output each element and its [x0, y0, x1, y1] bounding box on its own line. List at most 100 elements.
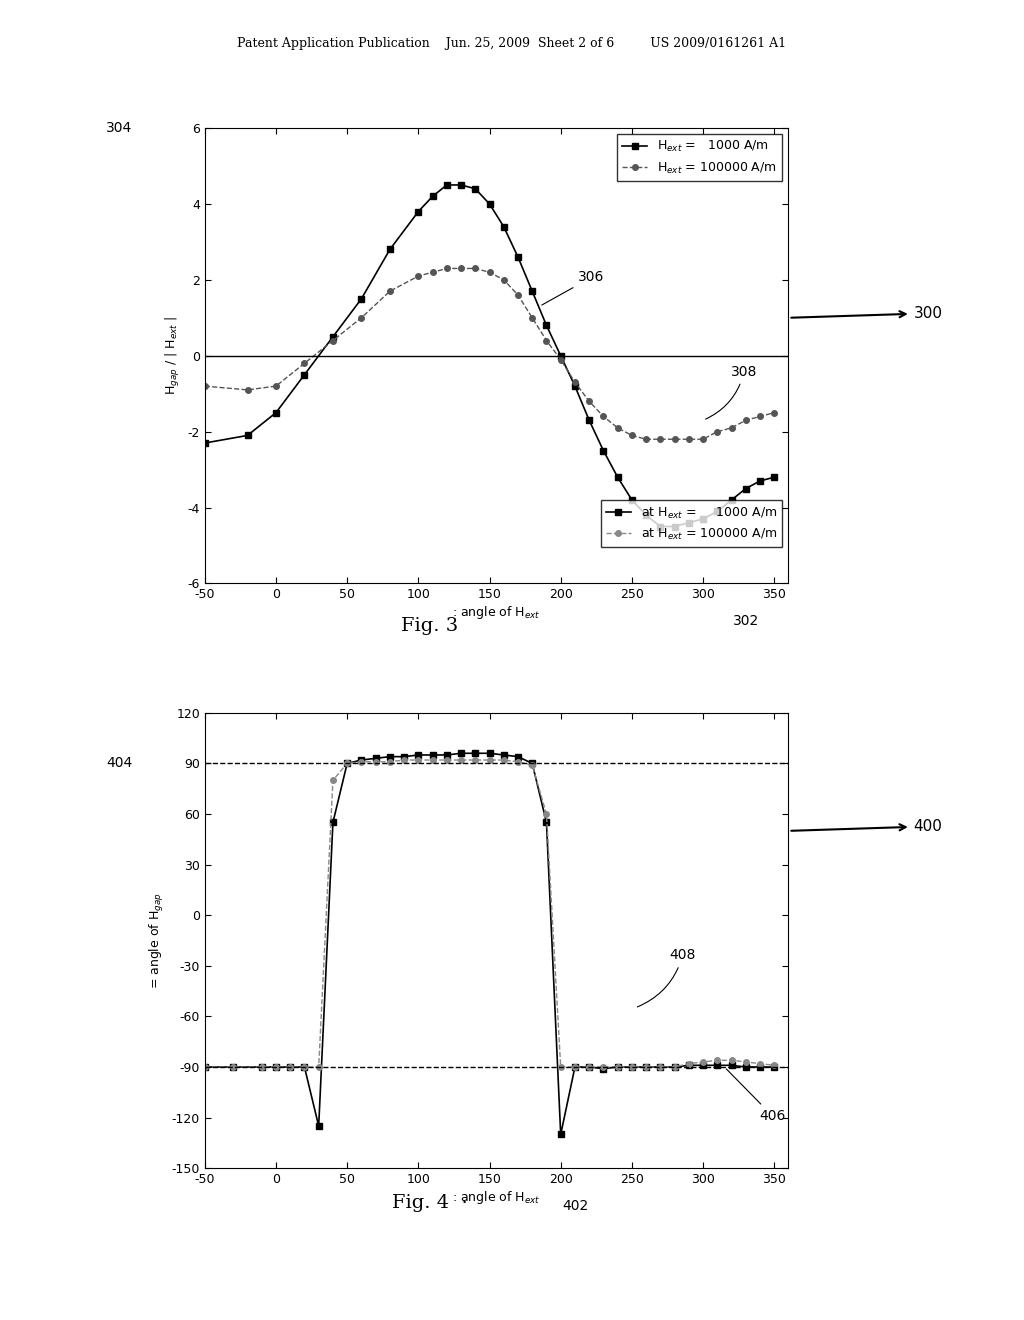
H$_{ext}$ =   1000 A/m	[640, 507, 652, 523]
at H$_{ext}$ =     1000 A/m	[483, 746, 496, 762]
at H$_{ext}$ =     1000 A/m	[440, 747, 453, 763]
at H$_{ext}$ = 100000 A/m	[669, 1059, 681, 1074]
at H$_{ext}$ = 100000 A/m	[483, 752, 496, 768]
H$_{ext}$ =   1000 A/m	[413, 203, 425, 219]
at H$_{ext}$ =     1000 A/m	[355, 752, 368, 768]
H$_{ext}$ =   1000 A/m	[711, 503, 723, 519]
at H$_{ext}$ = 100000 A/m	[583, 1059, 595, 1074]
H$_{ext}$ = 100000 A/m	[440, 260, 453, 276]
at H$_{ext}$ =     1000 A/m	[256, 1059, 268, 1074]
H$_{ext}$ = 100000 A/m	[526, 310, 539, 326]
at H$_{ext}$ = 100000 A/m	[754, 1056, 766, 1072]
Line: H$_{ext}$ =   1000 A/m: H$_{ext}$ = 1000 A/m	[202, 182, 777, 529]
at H$_{ext}$ = 100000 A/m	[697, 1053, 710, 1069]
H$_{ext}$ =   1000 A/m	[440, 177, 453, 193]
at H$_{ext}$ =     1000 A/m	[469, 746, 481, 762]
at H$_{ext}$ =     1000 A/m	[526, 755, 539, 771]
Y-axis label: = angle of H$_{gap}$: = angle of H$_{gap}$	[148, 892, 166, 989]
H$_{ext}$ = 100000 A/m	[270, 378, 283, 393]
H$_{ext}$ =   1000 A/m	[270, 405, 283, 421]
at H$_{ext}$ = 100000 A/m	[469, 752, 481, 768]
at H$_{ext}$ = 100000 A/m	[384, 754, 396, 770]
at H$_{ext}$ = 100000 A/m	[199, 1059, 211, 1074]
H$_{ext}$ = 100000 A/m	[669, 432, 681, 447]
at H$_{ext}$ = 100000 A/m	[398, 752, 411, 768]
Text: Patent Application Publication    Jun. 25, 2009  Sheet 2 of 6         US 2009/01: Patent Application Publication Jun. 25, …	[238, 37, 786, 50]
H$_{ext}$ = 100000 A/m	[384, 284, 396, 300]
H$_{ext}$ =   1000 A/m	[242, 428, 254, 444]
H$_{ext}$ = 100000 A/m	[555, 351, 567, 367]
H$_{ext}$ =   1000 A/m	[739, 480, 752, 496]
H$_{ext}$ = 100000 A/m	[725, 420, 737, 436]
Text: 300: 300	[792, 306, 942, 321]
H$_{ext}$ = 100000 A/m	[626, 428, 638, 444]
H$_{ext}$ = 100000 A/m	[754, 409, 766, 425]
at H$_{ext}$ =     1000 A/m	[711, 1057, 723, 1073]
at H$_{ext}$ =     1000 A/m	[541, 814, 553, 830]
H$_{ext}$ =   1000 A/m	[526, 284, 539, 300]
at H$_{ext}$ = 100000 A/m	[327, 772, 339, 788]
H$_{ext}$ =   1000 A/m	[498, 219, 510, 235]
at H$_{ext}$ = 100000 A/m	[597, 1059, 609, 1074]
at H$_{ext}$ =     1000 A/m	[426, 747, 438, 763]
H$_{ext}$ =   1000 A/m	[355, 290, 368, 306]
Text: 406: 406	[726, 1069, 785, 1123]
at H$_{ext}$ = 100000 A/m	[555, 1059, 567, 1074]
at H$_{ext}$ =     1000 A/m	[669, 1059, 681, 1074]
at H$_{ext}$ = 100000 A/m	[498, 752, 510, 768]
at H$_{ext}$ = 100000 A/m	[541, 807, 553, 822]
at H$_{ext}$ =     1000 A/m	[754, 1059, 766, 1074]
at H$_{ext}$ =     1000 A/m	[270, 1059, 283, 1074]
H$_{ext}$ =   1000 A/m	[626, 492, 638, 508]
H$_{ext}$ =   1000 A/m	[583, 412, 595, 428]
at H$_{ext}$ = 100000 A/m	[512, 754, 524, 770]
H$_{ext}$ = 100000 A/m	[512, 288, 524, 304]
Text: 302: 302	[732, 614, 759, 628]
at H$_{ext}$ =     1000 A/m	[298, 1059, 310, 1074]
Y-axis label: H$_{gap}$ / | H$_{ext}$ |: H$_{gap}$ / | H$_{ext}$ |	[164, 317, 182, 395]
H$_{ext}$ = 100000 A/m	[597, 409, 609, 425]
at H$_{ext}$ = 100000 A/m	[227, 1059, 240, 1074]
H$_{ext}$ =   1000 A/m	[654, 519, 667, 535]
at H$_{ext}$ =     1000 A/m	[455, 746, 467, 762]
at H$_{ext}$ =     1000 A/m	[725, 1057, 737, 1073]
H$_{ext}$ = 100000 A/m	[654, 432, 667, 447]
Text: 400: 400	[792, 818, 942, 834]
at H$_{ext}$ =     1000 A/m	[568, 1059, 581, 1074]
at H$_{ext}$ = 100000 A/m	[683, 1056, 695, 1072]
Line: at H$_{ext}$ = 100000 A/m: at H$_{ext}$ = 100000 A/m	[202, 758, 777, 1069]
Text: 402: 402	[562, 1199, 588, 1213]
H$_{ext}$ = 100000 A/m	[711, 424, 723, 440]
H$_{ext}$ =   1000 A/m	[298, 367, 310, 383]
at H$_{ext}$ = 100000 A/m	[654, 1059, 667, 1074]
Legend: H$_{ext}$ =   1000 A/m, H$_{ext}$ = 100000 A/m: H$_{ext}$ = 1000 A/m, H$_{ext}$ = 100000…	[617, 135, 782, 181]
Legend: at H$_{ext}$ =     1000 A/m, at H$_{ext}$ = 100000 A/m: at H$_{ext}$ = 1000 A/m, at H$_{ext}$ = …	[601, 500, 782, 546]
H$_{ext}$ =   1000 A/m	[725, 492, 737, 508]
Text: 308: 308	[706, 364, 757, 420]
H$_{ext}$ =   1000 A/m	[568, 378, 581, 393]
at H$_{ext}$ =     1000 A/m	[768, 1059, 780, 1074]
at H$_{ext}$ =     1000 A/m	[398, 748, 411, 764]
H$_{ext}$ = 100000 A/m	[483, 264, 496, 280]
at H$_{ext}$ = 100000 A/m	[413, 752, 425, 768]
H$_{ext}$ = 100000 A/m	[327, 333, 339, 348]
at H$_{ext}$ =     1000 A/m	[327, 814, 339, 830]
at H$_{ext}$ = 100000 A/m	[312, 1059, 325, 1074]
Text: 408: 408	[637, 948, 696, 1007]
H$_{ext}$ =   1000 A/m	[426, 189, 438, 205]
at H$_{ext}$ =     1000 A/m	[370, 750, 382, 766]
H$_{ext}$ = 100000 A/m	[697, 432, 710, 447]
H$_{ext}$ =   1000 A/m	[384, 242, 396, 257]
H$_{ext}$ =   1000 A/m	[597, 442, 609, 458]
Text: Fig. 4  ·: Fig. 4 ·	[392, 1193, 468, 1212]
at H$_{ext}$ = 100000 A/m	[711, 1052, 723, 1068]
H$_{ext}$ =   1000 A/m	[512, 249, 524, 265]
H$_{ext}$ = 100000 A/m	[683, 432, 695, 447]
H$_{ext}$ = 100000 A/m	[583, 393, 595, 409]
at H$_{ext}$ =     1000 A/m	[498, 747, 510, 763]
H$_{ext}$ = 100000 A/m	[413, 268, 425, 284]
H$_{ext}$ =   1000 A/m	[555, 347, 567, 363]
at H$_{ext}$ = 100000 A/m	[284, 1059, 296, 1074]
H$_{ext}$ =   1000 A/m	[669, 519, 681, 535]
at H$_{ext}$ =     1000 A/m	[654, 1059, 667, 1074]
